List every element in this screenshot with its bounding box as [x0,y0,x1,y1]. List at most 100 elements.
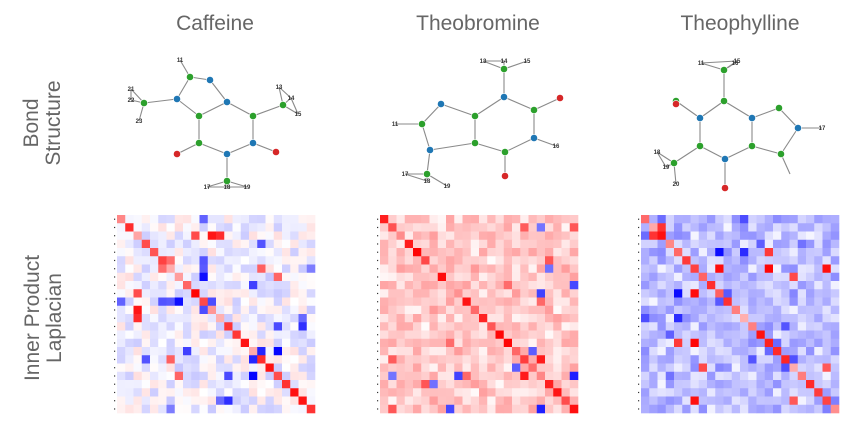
heatmap-cell [707,347,716,356]
heatmap-cell [690,330,700,340]
heatmap-cell [781,355,790,364]
heatmap-cell [158,404,167,414]
heatmap-cell [740,215,749,224]
heatmap-cell [158,256,167,265]
heatmap-cell [388,363,397,373]
heatmap-cell [764,281,774,290]
heatmap-cell [545,239,554,249]
heatmap-cell [454,322,463,331]
heatmap-cell [446,239,455,249]
heatmap-cell [773,330,782,340]
heatmap-cell [421,347,430,356]
heatmap-cell [462,231,472,241]
heatmap-cell [290,256,299,265]
heatmap-cell [216,355,225,364]
heatmap-cell [207,371,217,381]
heatmap-cell [413,215,422,224]
heatmap-cell [207,396,217,406]
heatmap-cell [764,264,774,274]
heatmap-cell [380,215,389,224]
heatmap-cell [257,338,266,348]
heatmap-cell [789,338,799,348]
row-tick [377,342,379,344]
heatmap-cell [166,388,176,397]
heatmap-cell [773,256,782,265]
heatmap-cell [528,314,538,323]
heatmap-cell [232,404,242,414]
hydrogen-label: 17 [819,126,826,132]
heatmap-cell [158,380,167,389]
heatmap-cell [698,223,708,232]
heatmap-cell [199,272,209,282]
heatmap-cell [520,371,529,381]
heatmap-cell [545,281,554,290]
heatmap-cell [479,248,488,257]
heatmap-cell [569,347,579,356]
heatmap-cell [528,289,538,298]
heatmap-cell [446,281,455,290]
heatmap-cell [520,256,529,265]
heatmap-cell [224,371,233,381]
heatmap-cell [553,396,562,406]
heatmap-cell [781,404,790,414]
heatmap-cell [446,289,455,298]
heatmap-cell [421,281,430,290]
heatmap-cell [665,231,675,241]
heatmap-cell [207,239,217,249]
hydrogen-label: 11 [392,122,399,128]
heatmap-cell [191,215,200,224]
heatmap-cell [413,223,422,232]
heatmap-cell [404,248,414,257]
heatmap-cell [520,272,529,282]
heatmap-cell [806,239,815,249]
heatmap-cell [731,371,741,381]
heatmap-cell [306,297,316,307]
heatmap-cell [698,297,708,307]
heatmap-cell [707,330,716,340]
heatmap-cell [125,272,134,282]
heatmap-cell [561,297,571,307]
heatmap-cell [822,289,832,298]
heatmap-cell [657,396,667,406]
heatmap-cell [806,248,815,257]
heatmap-cell [641,215,650,224]
heatmap-cell [641,248,650,257]
heatmap-cell [698,355,708,364]
heatmap-cell [740,371,749,381]
heatmap-cell [240,305,250,315]
heatmap-cell [545,363,554,373]
heatmap-cell [806,297,815,307]
heatmap-cell [166,297,176,307]
heatmap-cell [141,272,151,282]
heatmap-cell [723,388,733,397]
heatmap-cell [698,215,708,224]
heatmap-cell [707,314,716,323]
heatmap-cell [830,404,840,414]
heatmap-cell [240,322,250,331]
heatmap-cell [470,239,480,249]
bond-line [198,101,228,117]
heatmap-cell [487,330,496,340]
heatmap-cell [199,396,209,406]
heatmap-cell [306,388,316,397]
heatmap-cell [806,322,815,331]
heatmap-cell [298,264,308,274]
heatmap-cell [396,248,406,257]
heatmap-cell [207,388,217,397]
heatmap-cell [748,272,757,282]
nitrogen-atom [426,146,434,154]
heatmap-cell [257,322,266,331]
heatmap-cell [503,272,513,282]
heatmap-cell [290,231,299,241]
heatmap-cell [191,281,200,290]
heatmap-cell [470,396,480,406]
heatmap-cell [487,404,496,414]
heatmap-cell [257,330,266,340]
heatmap-cell [528,215,538,224]
heatmap-cell [561,272,571,282]
heatmap-cell [830,347,840,356]
heatmap-cell [495,371,505,381]
heatmap-cell [249,322,258,331]
row-tick [377,383,379,385]
heatmap-cell [462,264,472,274]
